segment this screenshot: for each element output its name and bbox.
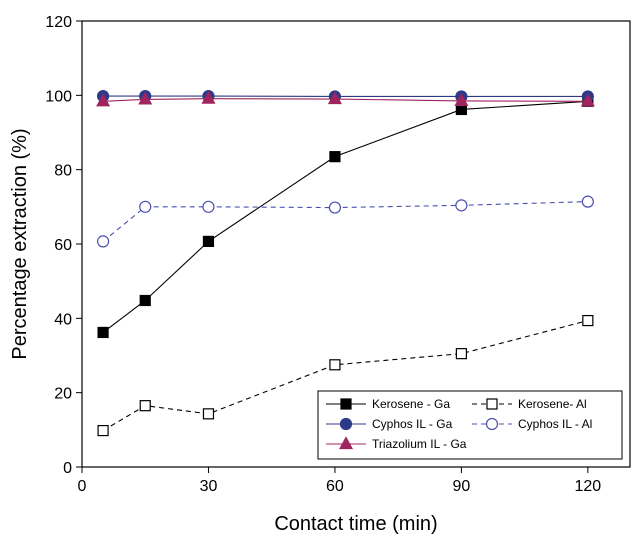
- legend-label: Triazolium IL - Ga: [372, 437, 467, 451]
- y-tick-label: 120: [45, 14, 72, 31]
- data-point: [202, 200, 215, 213]
- x-tick-label: 120: [574, 478, 601, 495]
- data-point: [455, 348, 467, 360]
- series-line: [102, 201, 588, 242]
- data-point: [97, 424, 109, 437]
- data-point: [327, 91, 342, 105]
- y-tick-label: 60: [54, 237, 72, 254]
- legend-marker: [486, 398, 498, 410]
- series-line: [103, 98, 588, 102]
- data-point: [97, 326, 109, 339]
- legend-item-triazolium-il-ga: Triazolium IL - Ga: [326, 436, 467, 451]
- series-kerosene-ga: [97, 95, 594, 339]
- legend-marker: [485, 417, 499, 431]
- y-axis: 0 20 40 60 80 100 120: [45, 14, 82, 477]
- data-point: [138, 91, 153, 105]
- x-axis: 0 30 60 90 120: [78, 467, 601, 495]
- series-cyphos-il-ga: [96, 89, 594, 103]
- y-tick-label: 100: [45, 88, 72, 105]
- legend-label: Cyphos IL - Al: [518, 417, 592, 431]
- data-point: [202, 408, 215, 420]
- legend-item-kerosene-ga: Kerosene - Ga: [326, 397, 450, 411]
- data-point: [139, 400, 151, 412]
- series-line: [102, 320, 588, 432]
- data-point: [201, 90, 216, 104]
- series-line: [102, 100, 588, 333]
- legend: Kerosene - Ga Kerosene- Al Cyphos IL - Ga C…: [317, 390, 623, 460]
- data-point: [454, 93, 469, 107]
- x-tick-label: 0: [78, 478, 87, 495]
- series-layer: [96, 89, 595, 437]
- legend-marker: [340, 398, 352, 410]
- legend-label: Kerosene- Al: [518, 397, 587, 411]
- x-axis-title: Contact time (min): [274, 513, 437, 535]
- data-point: [328, 201, 342, 214]
- data-point: [139, 200, 152, 213]
- x-tick-label: 60: [326, 478, 344, 495]
- legend-item-cyphos-il-ga: Cyphos IL - Ga: [326, 417, 453, 431]
- y-tick-label: 20: [54, 386, 72, 403]
- y-tick-label: 0: [63, 460, 72, 477]
- data-point: [582, 314, 594, 327]
- data-point: [202, 235, 215, 247]
- x-tick-label: 90: [452, 478, 470, 495]
- data-point: [329, 359, 341, 371]
- data-point: [580, 93, 595, 107]
- y-tick-label: 40: [54, 311, 72, 328]
- series-triazolium-il-ga: [96, 90, 595, 107]
- data-point: [139, 294, 151, 307]
- data-point: [455, 199, 468, 212]
- legend-box: [317, 390, 623, 460]
- y-axis-title: Percentage extraction (%): [9, 128, 31, 359]
- series-cyphos-il-al: [96, 195, 594, 248]
- data-point: [329, 151, 341, 163]
- series-kerosene-al: [97, 314, 594, 437]
- legend-label: Cyphos IL - Ga: [372, 417, 453, 431]
- legend-marker: [339, 417, 353, 431]
- y-tick-label: 80: [54, 163, 72, 180]
- data-point: [96, 235, 110, 248]
- legend-item-kerosene-al: Kerosene- Al: [472, 397, 587, 411]
- x-tick-label: 30: [200, 478, 218, 495]
- legend-label: Kerosene - Ga: [372, 397, 450, 411]
- data-point: [581, 195, 594, 208]
- legend-marker: [338, 436, 354, 450]
- legend-item-cyphos-il-al: Cyphos IL - Al: [472, 417, 592, 431]
- data-point: [96, 93, 111, 107]
